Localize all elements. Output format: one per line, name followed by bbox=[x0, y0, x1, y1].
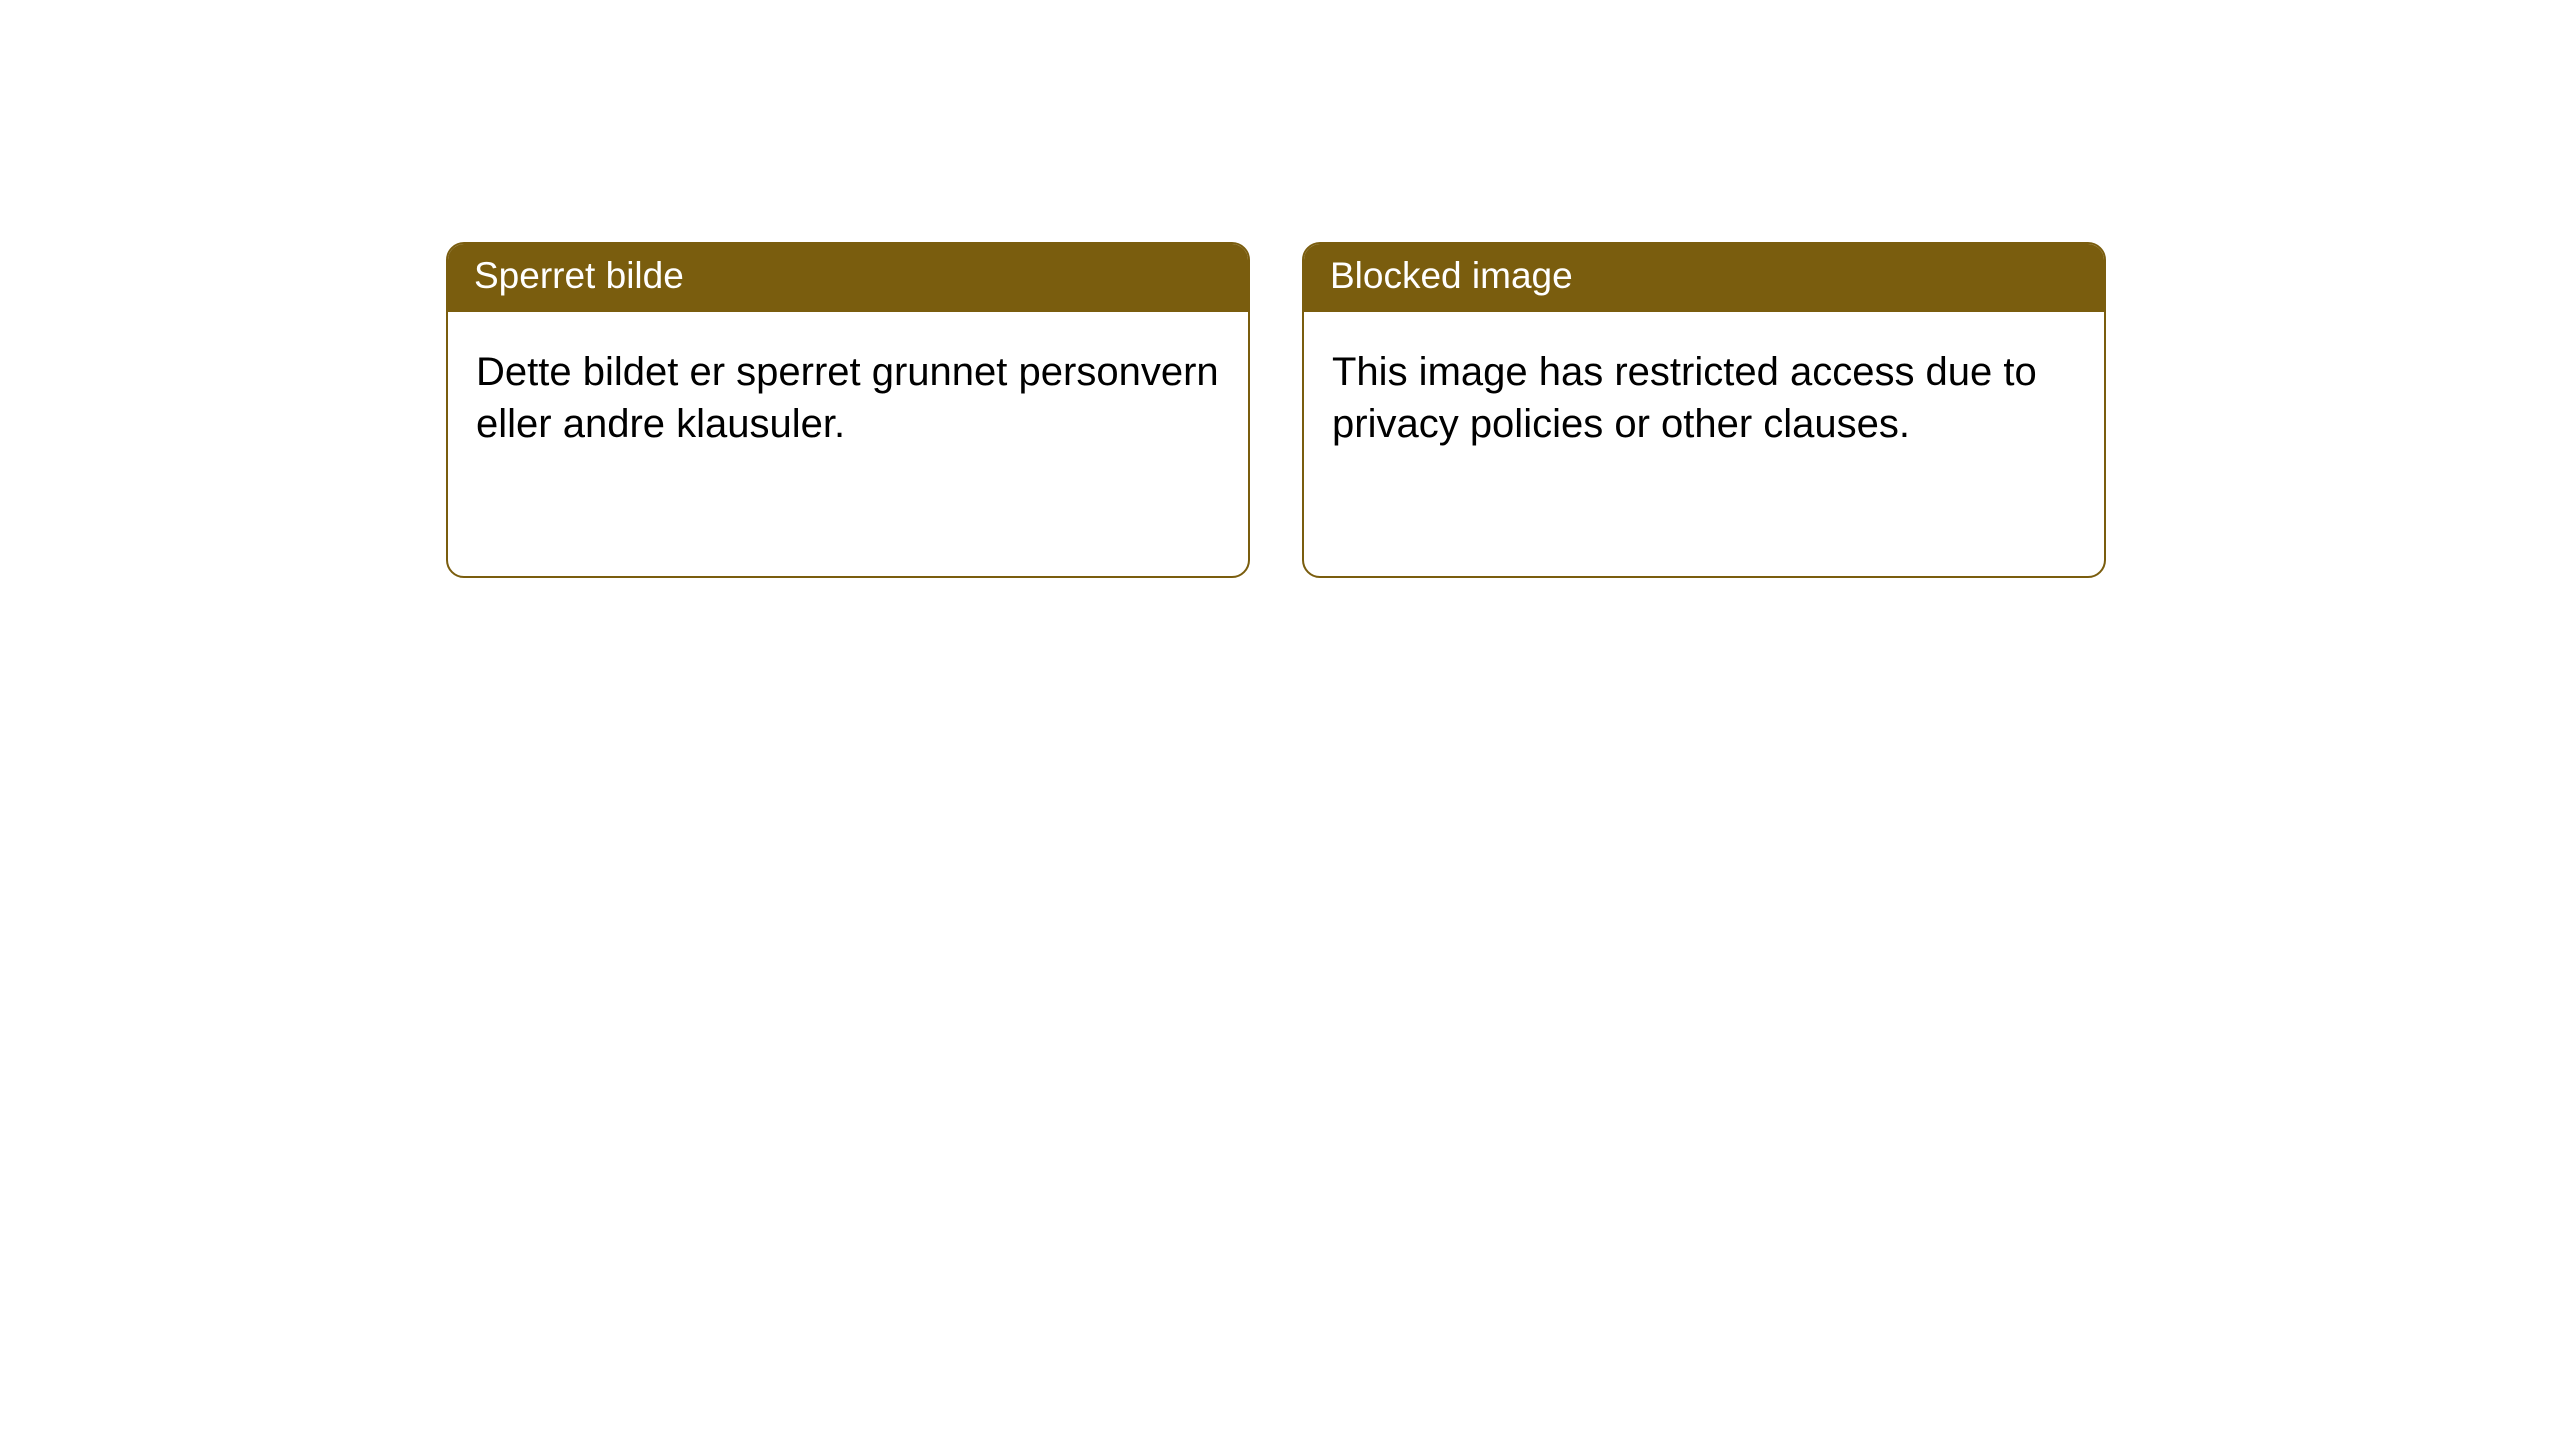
notice-container: Sperret bilde Dette bildet er sperret gr… bbox=[0, 0, 2560, 578]
notice-header: Blocked image bbox=[1304, 244, 2104, 312]
notice-card-english: Blocked image This image has restricted … bbox=[1302, 242, 2106, 578]
notice-card-norwegian: Sperret bilde Dette bildet er sperret gr… bbox=[446, 242, 1250, 578]
notice-body: Dette bildet er sperret grunnet personve… bbox=[448, 312, 1248, 484]
notice-message: Dette bildet er sperret grunnet personve… bbox=[476, 350, 1219, 446]
notice-message: This image has restricted access due to … bbox=[1332, 350, 2037, 446]
notice-title: Sperret bilde bbox=[474, 255, 684, 296]
notice-body: This image has restricted access due to … bbox=[1304, 312, 2104, 484]
notice-title: Blocked image bbox=[1330, 255, 1573, 296]
notice-header: Sperret bilde bbox=[448, 244, 1248, 312]
